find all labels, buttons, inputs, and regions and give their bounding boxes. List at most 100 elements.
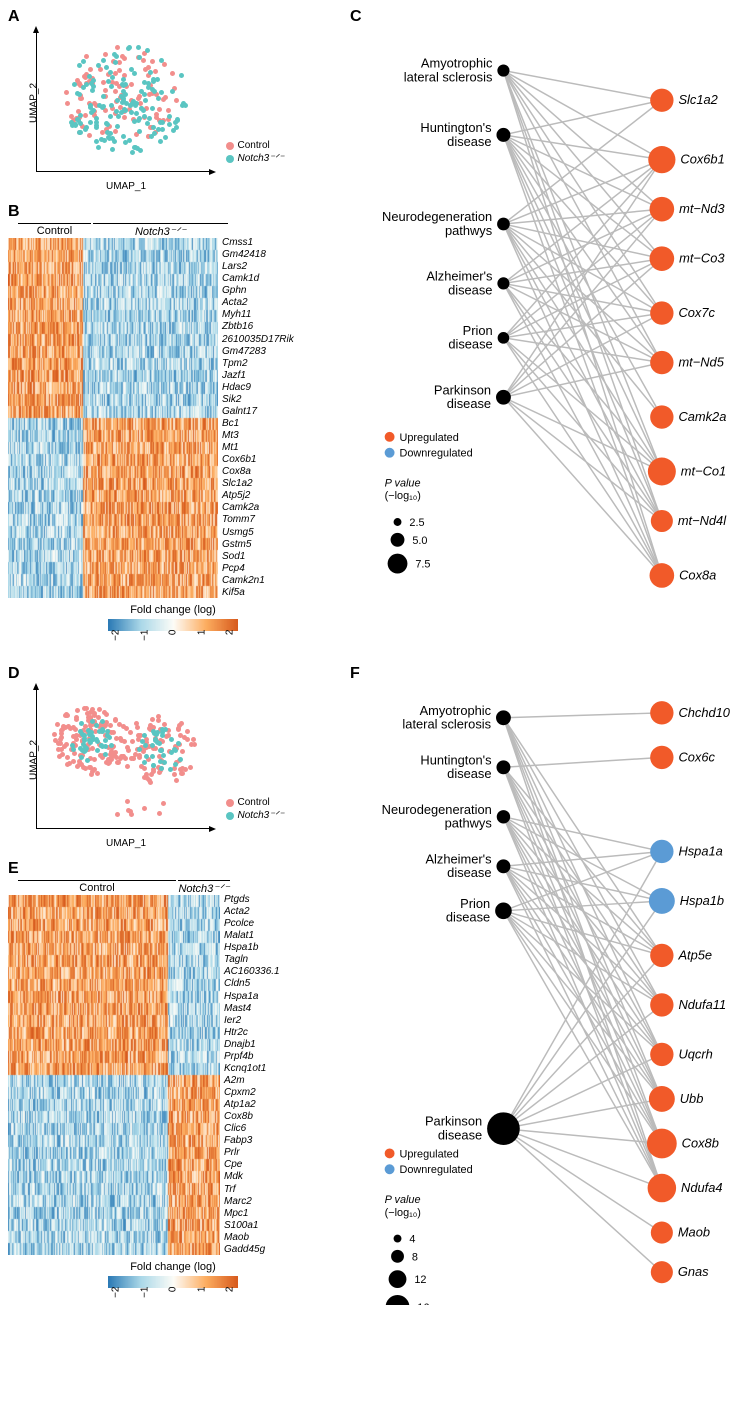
gene-label: Cpxm2 bbox=[224, 1088, 280, 1098]
disease-node bbox=[496, 390, 511, 405]
tick-label: −1 bbox=[139, 1287, 150, 1303]
size-legend-label: 4 bbox=[409, 1234, 415, 1246]
scatter-dot bbox=[87, 133, 92, 138]
panel-b-genes: Cmss1Gm42418Lars2Camk1dGphnActa2Myh11Zbt… bbox=[218, 238, 294, 598]
size-legend-title: P value bbox=[385, 477, 421, 489]
scatter-dot bbox=[72, 82, 77, 87]
scatter-dot bbox=[116, 114, 121, 119]
scatter-dot bbox=[180, 766, 185, 771]
gene-label: Hspa1a bbox=[224, 992, 280, 1002]
header-ko: Notch3⁻ᐟ⁻ bbox=[178, 880, 230, 895]
scatter-dot bbox=[122, 115, 127, 120]
panel-a-xlabel: UMAP_1 bbox=[106, 181, 146, 192]
scatter-dot bbox=[130, 150, 135, 155]
scatter-dot bbox=[155, 77, 160, 82]
scatter-dot bbox=[106, 79, 111, 84]
gene-label: Cmss1 bbox=[222, 238, 294, 248]
scatter-dot bbox=[179, 721, 184, 726]
scatter-dot bbox=[121, 77, 126, 82]
disease-node bbox=[496, 710, 511, 725]
disease-label: pathwys bbox=[445, 816, 492, 831]
size-legend-title: (−log₁₀) bbox=[385, 490, 421, 502]
panel-a-ylabel: UMAP_2 bbox=[29, 83, 40, 123]
scatter-dot bbox=[159, 748, 164, 753]
scatter-dot bbox=[132, 71, 137, 76]
gene-label: Bc1 bbox=[222, 419, 294, 429]
network-edge bbox=[503, 817, 661, 852]
gene-label: Tpm2 bbox=[222, 359, 294, 369]
scatter-dot bbox=[103, 88, 108, 93]
size-legend-title: P value bbox=[385, 1194, 421, 1206]
gene-node bbox=[647, 1129, 677, 1159]
scatter-dot bbox=[167, 114, 172, 119]
scatter-dot bbox=[71, 759, 76, 764]
panel-c: C Amyotrophiclateral sclerosisHuntington… bbox=[350, 8, 746, 623]
scatter-dot bbox=[88, 740, 93, 745]
size-legend-label: 7.5 bbox=[415, 559, 430, 571]
gene-label: Ubb bbox=[680, 1091, 704, 1106]
scatter-dot bbox=[178, 757, 183, 762]
gene-label: Chchd10 bbox=[678, 705, 730, 720]
scatter-dot bbox=[104, 65, 109, 70]
scatter-dot bbox=[79, 755, 84, 760]
scatter-dot bbox=[104, 712, 109, 717]
size-legend-dot bbox=[394, 1235, 402, 1243]
size-legend-dot bbox=[391, 1250, 404, 1263]
disease-label: Prion bbox=[460, 896, 490, 911]
scatter-dot bbox=[130, 739, 135, 744]
gene-label: Hspa1b bbox=[224, 943, 280, 953]
gene-label: Camk2a bbox=[222, 503, 294, 513]
gene-label: Hspa1a bbox=[678, 843, 722, 858]
gene-label: Ndufa11 bbox=[678, 997, 726, 1012]
legend-item: Control bbox=[226, 140, 284, 151]
scatter-dot bbox=[96, 63, 101, 68]
x-axis bbox=[36, 171, 210, 172]
tick-label: 2 bbox=[225, 1287, 236, 1303]
gene-label: Maob bbox=[678, 1225, 710, 1240]
network-edge bbox=[503, 1005, 661, 1129]
scatter-dot bbox=[158, 139, 163, 144]
scatter-dot bbox=[112, 139, 117, 144]
gene-label: Sik2 bbox=[222, 395, 294, 405]
scatter-dot bbox=[83, 113, 88, 118]
disease-node bbox=[497, 64, 509, 76]
gene-label: mt−Nd3 bbox=[679, 201, 725, 216]
gene-label: Mpc1 bbox=[224, 1209, 280, 1219]
scatter-dot bbox=[135, 725, 140, 730]
gene-node bbox=[650, 246, 675, 271]
panel-e-header: ControlNotch3⁻ᐟ⁻ bbox=[18, 880, 338, 895]
scatter-dot bbox=[108, 114, 113, 119]
scatter-dot bbox=[129, 82, 134, 87]
scatter-dot bbox=[147, 116, 152, 121]
gene-label: Gm42418 bbox=[222, 250, 294, 260]
scatter-dot bbox=[173, 762, 178, 767]
scatter-dot bbox=[168, 767, 173, 772]
gene-label: Prpf4b bbox=[224, 1052, 280, 1062]
gene-label: Gm47283 bbox=[222, 347, 294, 357]
size-legend-dot bbox=[388, 554, 408, 574]
legend-dot bbox=[385, 1164, 395, 1174]
legend-item: Control bbox=[226, 797, 284, 808]
disease-label: Prion bbox=[463, 323, 493, 338]
disease-node bbox=[497, 810, 510, 823]
gene-label: mt−Co3 bbox=[679, 251, 725, 266]
scatter-dot bbox=[75, 708, 80, 713]
scatter-dot bbox=[92, 757, 97, 762]
scatter-dot bbox=[152, 131, 157, 136]
panel-b-label: B bbox=[8, 203, 338, 221]
legend-dot bbox=[226, 812, 234, 820]
scatter-dot bbox=[170, 71, 175, 76]
gene-label: Acta2 bbox=[222, 298, 294, 308]
scatter-dot bbox=[100, 744, 105, 749]
scatter-dot bbox=[189, 742, 194, 747]
gene-label: Galnt17 bbox=[222, 407, 294, 417]
scatter-dot bbox=[169, 737, 174, 742]
scatter-dot bbox=[113, 129, 118, 134]
gene-label: Cldn5 bbox=[224, 979, 280, 989]
gene-label: Clic6 bbox=[224, 1124, 280, 1134]
legend-item: Notch3⁻ᐟ⁻ bbox=[226, 810, 284, 821]
y-arrow bbox=[33, 683, 39, 690]
size-legend-label: 12 bbox=[414, 1274, 426, 1286]
scatter-dot bbox=[65, 755, 70, 760]
scatter-dot bbox=[83, 745, 88, 750]
